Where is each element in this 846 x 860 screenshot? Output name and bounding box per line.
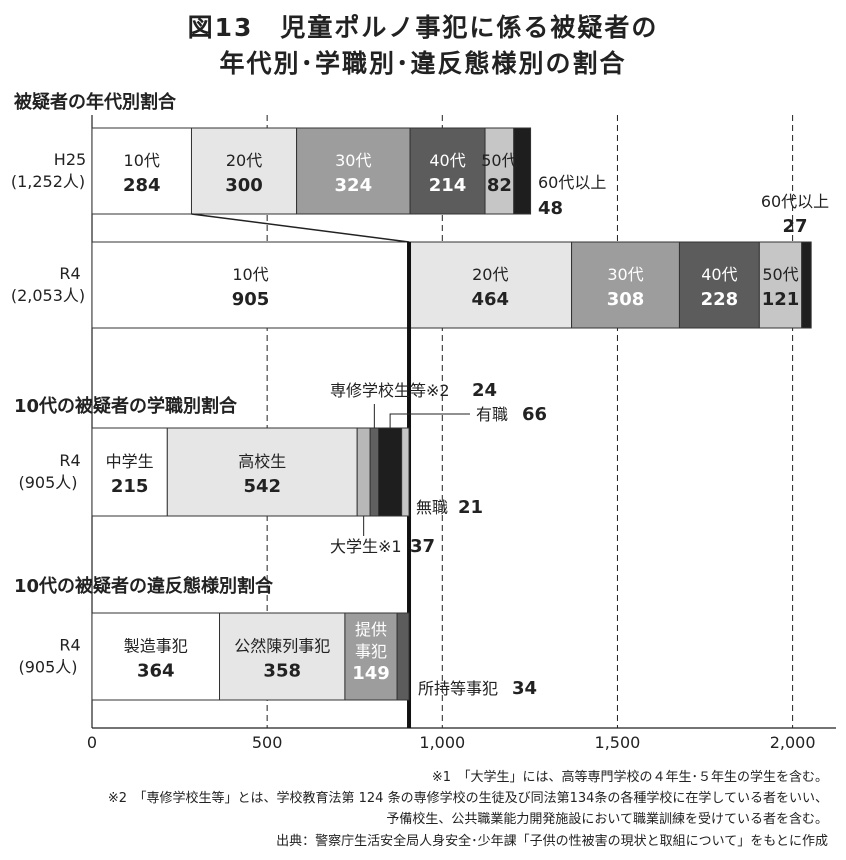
segment-value: 905 (232, 289, 270, 310)
segment-value: 82 (487, 175, 512, 196)
bar-segment (396, 612, 410, 701)
bar-segment (91, 427, 168, 517)
segment-name: 50代 (762, 265, 798, 284)
bar-segment (91, 127, 192, 215)
footnote-2-line2: 予備校生、公共職業能力開発施設において職業訓練を受けている者を含む。 (386, 812, 828, 827)
bar-segment (408, 241, 573, 329)
segment-name: 60代以上 (538, 173, 606, 192)
segment-value: 228 (701, 289, 739, 310)
segment-name: 所持等事犯 (418, 679, 498, 698)
segment-name: 大学生※1 (330, 537, 402, 556)
chart-canvas: 0 500 1,000 1,500 2,000 H25 (1,252人) 10代 284 20代 3… (11, 115, 836, 752)
section-title-violation: 10代の被疑者の違反態様別割合 (14, 576, 274, 597)
chart-title-line1: 図13 児童ポルノ事犯に係る被疑者の (187, 13, 659, 42)
segment-value: 48 (538, 198, 563, 219)
segment-name: 20代 (472, 265, 508, 284)
segment-name: 専修学校生等※2 (330, 381, 450, 400)
segment-name: 高校生 (238, 452, 286, 471)
segment-name: 中学生 (106, 452, 154, 471)
section-title-occupation: 10代の被疑者の学職別割合 (14, 396, 238, 417)
segment-name: 30代 (335, 151, 371, 170)
segment-name: 20代 (226, 151, 262, 170)
segment-value: 215 (111, 476, 149, 497)
segment-name: 50代 (481, 151, 517, 170)
segment-value: 308 (607, 289, 645, 310)
footnote-2-line1: ※2 「専修学校生等」とは、学校教育法第 124 条の専修学校の生徒及び同法第1… (107, 791, 828, 806)
segment-name: 有職 (476, 405, 508, 424)
bar-sublabel: (1,252人) (11, 172, 85, 191)
segment-value: 66 (522, 404, 547, 425)
segment-value: 542 (243, 476, 281, 497)
bar-segment (801, 241, 812, 329)
segment-value: 300 (225, 175, 263, 196)
segment-value: 464 (472, 289, 510, 310)
callout-line (389, 413, 470, 428)
source-note: 出典：警察庁生活安全局人身安全･少年課「子供の性被害の現状と取組について」をもと… (276, 834, 828, 849)
bar-segment (378, 427, 403, 517)
segment-value: 121 (762, 289, 800, 310)
bar-segment (401, 427, 410, 517)
x-tick-label: 1,000 (419, 733, 465, 752)
segment-name: 10代 (232, 265, 268, 284)
segment-name: 40代 (701, 265, 737, 284)
segment-name: 40代 (429, 151, 465, 170)
bar-segment (91, 241, 410, 329)
segment-name: 提供 (355, 620, 387, 639)
section-title-age: 被疑者の年代別割合 (14, 92, 176, 113)
bar-segment (296, 127, 411, 215)
bar-label: R4 (59, 264, 80, 283)
bar-segment (409, 127, 486, 215)
x-tick-label: 1,500 (595, 733, 641, 752)
segment-value: 358 (263, 661, 301, 682)
bar-sublabel: (2,053人) (11, 286, 85, 305)
segment-value: 284 (123, 175, 161, 196)
segment-name: 30代 (607, 265, 643, 284)
segment-value: 24 (472, 380, 497, 401)
segment-value: 37 (410, 536, 435, 557)
segment-value: 214 (429, 175, 467, 196)
bar-segment (356, 427, 371, 517)
bar-segment (571, 241, 680, 329)
bar-segment (758, 241, 803, 329)
segment-value: 34 (512, 678, 537, 699)
bar-segment (344, 612, 398, 701)
segment-value: 364 (137, 661, 175, 682)
segment-value: 149 (352, 663, 390, 684)
bar-segment (190, 127, 298, 215)
segment-name: 無職 (416, 498, 448, 517)
segment-name: 事犯 (355, 642, 387, 661)
bar-label: R4 (59, 451, 80, 470)
segment-value: 324 (335, 175, 373, 196)
x-tick-label: 500 (252, 733, 283, 752)
segment-name: 10代 (124, 151, 160, 170)
bar-segment (91, 612, 221, 701)
bar-segment (484, 127, 515, 215)
bar-segment (678, 241, 760, 329)
x-tick-label: 0 (87, 733, 97, 752)
bar-segment (513, 127, 532, 215)
bar-sublabel: (905人) (18, 473, 77, 492)
chart-title-line2: 年代別･学職別･違反態様別の割合 (219, 49, 627, 78)
bar-segment (166, 427, 358, 517)
bar-sublabel: (905人) (18, 658, 77, 677)
bar-segment (219, 612, 346, 701)
segment-name: 60代以上 (761, 192, 829, 211)
bar-label: R4 (59, 636, 80, 655)
segment-value: 21 (458, 497, 483, 518)
x-tick-label: 2,000 (770, 733, 816, 752)
footnote-1: ※1 「大学生」には、高等専門学校の４年生･５年生の学生を含む。 (431, 770, 828, 785)
connector-line (191, 213, 410, 243)
bar-segment (369, 427, 380, 517)
segment-name: 公然陳列事犯 (234, 637, 330, 656)
bar-label: H25 (54, 150, 86, 169)
segment-name: 製造事犯 (124, 637, 188, 656)
segment-value: 27 (782, 216, 807, 237)
